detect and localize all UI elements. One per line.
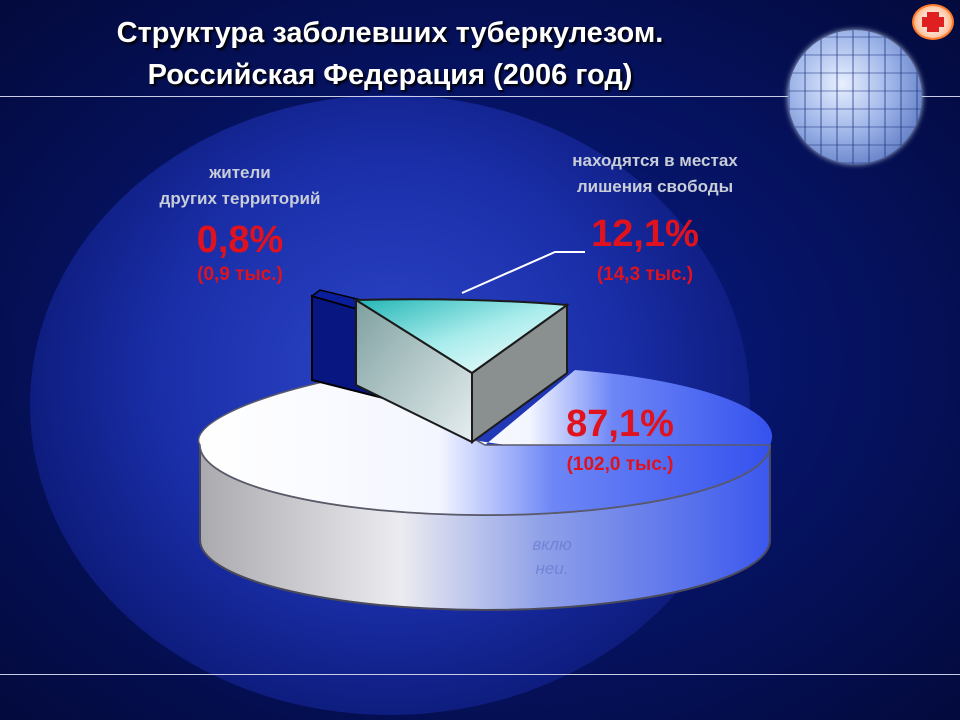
label-other-territories: жители других территорий 0,8% (0,9 тыс.)	[110, 160, 370, 288]
top-divider	[0, 96, 960, 97]
faded-line1: вклю	[532, 535, 572, 554]
label-prisons: находятся в местах лишения свободы	[520, 148, 790, 200]
other-territories-count: (0,9 тыс.)	[197, 264, 283, 285]
page-title: Структура заболевших туберкулезом. Росси…	[20, 12, 760, 96]
main-slice-top-left	[197, 374, 771, 516]
globe-image	[788, 30, 922, 164]
prisons-line2: лишения свободы	[576, 177, 734, 196]
prisons-slice-top	[352, 298, 570, 375]
prisons-line1: находятся в местах	[572, 151, 738, 170]
medical-cross-logo	[912, 4, 954, 40]
other-territories-line2: других территорий	[159, 189, 321, 208]
title-line-1: Структура заболевших туберкулезом.	[116, 17, 664, 49]
prisons-percent: 12,1%	[591, 213, 699, 255]
faded-text: вклю неи.	[512, 533, 592, 581]
faded-line2: неи.	[535, 559, 569, 578]
other-territories-line1: жители	[209, 163, 271, 182]
main-percent: 87,1%	[566, 403, 674, 445]
prisons-count: (14,3 тыс.)	[596, 264, 694, 285]
other-territories-percent: 0,8%	[196, 219, 284, 261]
title-line-2: Российская Федерация (2006 год)	[147, 59, 633, 91]
prisons-leader-line	[461, 251, 585, 294]
prisons-values: 12,1% (14,3 тыс.)	[560, 212, 730, 288]
label-main-slice: 87,1% (102,0 тыс.)	[530, 402, 710, 478]
bottom-divider	[0, 674, 960, 675]
main-count: (102,0 тыс.)	[566, 454, 674, 475]
